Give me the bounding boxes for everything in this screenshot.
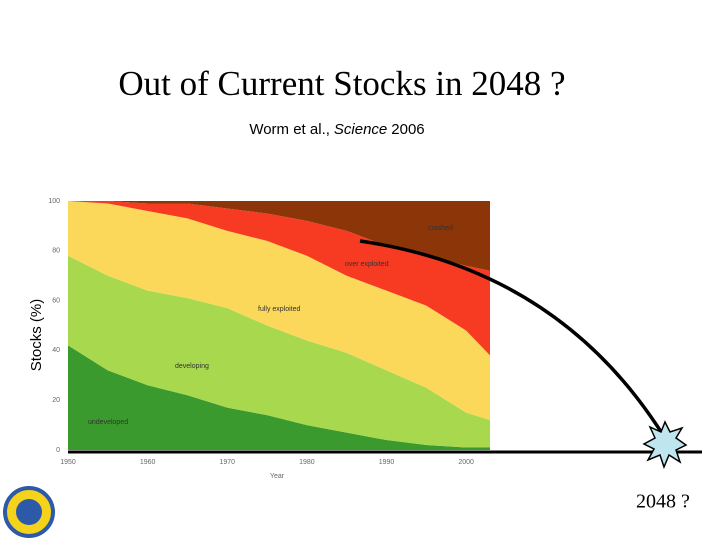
subtitle: Worm et al., Science 2006	[249, 121, 424, 138]
series-label: developing	[175, 363, 209, 370]
x-axis-label: Year	[270, 473, 285, 480]
x-tick-label: 2000	[458, 459, 474, 466]
subtitle-text: Worm et al.,	[249, 121, 330, 138]
y-tick-label: 60	[52, 297, 60, 304]
subtitle-italic: Science	[334, 121, 387, 138]
y-axis-label: Stocks (%)	[28, 299, 45, 372]
y-tick-label: 0	[56, 447, 60, 454]
annotation: 2048 ?	[636, 491, 690, 513]
logo	[3, 486, 55, 538]
x-tick-label: 1990	[379, 459, 395, 466]
y-tick-label: 40	[52, 347, 60, 354]
area	[68, 345, 490, 450]
series-label: undeveloped	[88, 419, 128, 426]
starburst	[642, 420, 688, 470]
area	[68, 255, 490, 448]
area	[68, 201, 490, 356]
slide-title: Out of Current Stocks in 2048 ?	[118, 64, 565, 103]
y-tick-label: 80	[52, 248, 60, 255]
area	[68, 201, 490, 421]
series-label: over exploited	[345, 261, 389, 268]
chart: undeveloped developing fully exploited over…	[28, 198, 490, 480]
area	[68, 201, 490, 271]
y-tick-label: 20	[52, 397, 60, 404]
x-tick-label: 1960	[140, 459, 156, 466]
logo-center	[16, 499, 42, 525]
x-tick-label: 1980	[299, 459, 315, 466]
x-tick-label: 1970	[219, 459, 235, 466]
subtitle-text: 2006	[391, 121, 424, 138]
y-tick-label: 100	[48, 198, 60, 205]
projection-curve	[359, 239, 667, 439]
series-label: fully exploited	[258, 306, 301, 313]
x-tick-label: 1950	[60, 459, 76, 466]
series-label: crashed	[428, 225, 453, 232]
